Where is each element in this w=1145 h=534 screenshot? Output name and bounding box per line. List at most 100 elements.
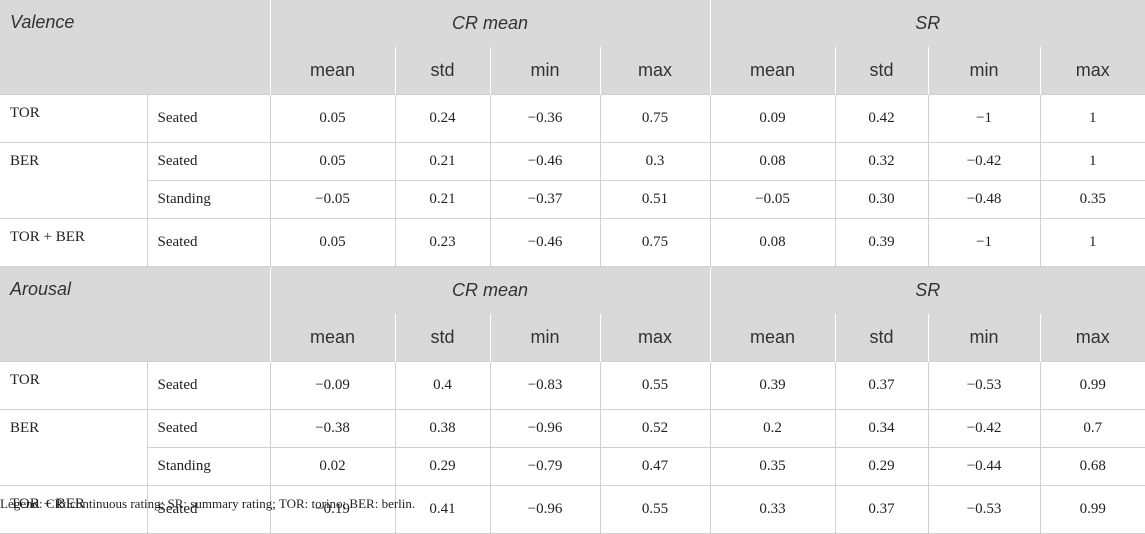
subheader-row: mean std min max mean std min max xyxy=(0,47,1145,95)
value-cell: 0.29 xyxy=(394,447,491,486)
dataset-cell: BER xyxy=(0,409,148,486)
value-cell: −0.48 xyxy=(927,180,1041,219)
column-header: mean xyxy=(269,314,396,362)
group-header: CR mean xyxy=(269,266,711,314)
group-header: SR xyxy=(709,266,1145,314)
value-cell: 1 xyxy=(1039,218,1145,267)
value-cell: 0.33 xyxy=(709,485,836,534)
value-cell: 0.4 xyxy=(394,361,491,410)
condition-cell: Seated xyxy=(146,361,271,410)
value-cell: 0.23 xyxy=(394,218,491,267)
value-cell: 0.35 xyxy=(709,447,836,486)
value-cell: −1 xyxy=(927,218,1041,267)
value-cell: 0.55 xyxy=(599,361,711,410)
data-row: BER Seated 0.05 0.21 −0.46 0.3 0.08 0.32 −0.42 1 xyxy=(0,142,1145,219)
value-cell: 0.34 xyxy=(834,409,929,448)
column-header: std xyxy=(834,314,929,362)
value-cell: 0.7 xyxy=(1039,409,1145,448)
value-cell: 0.75 xyxy=(599,218,711,267)
value-cell: 0.02 xyxy=(269,447,396,486)
value-cell: 0.32 xyxy=(834,142,929,181)
value-cell: 0.05 xyxy=(269,218,396,267)
value-cell: 0.42 xyxy=(834,94,929,143)
value-cell: 0.52 xyxy=(599,409,711,448)
value-cell: −0.42 xyxy=(927,409,1041,448)
condition-cell: Seated xyxy=(146,409,271,448)
value-cell: 0.39 xyxy=(834,218,929,267)
column-header: std xyxy=(394,47,491,95)
value-cell: 0.35 xyxy=(1039,180,1145,219)
value-cell: 1 xyxy=(1039,94,1145,143)
column-header: max xyxy=(1039,47,1145,95)
subheader-row: mean std min max mean std min max xyxy=(0,314,1145,362)
header-row: Arousal CR mean SR xyxy=(0,266,1145,362)
value-cell: 0.99 xyxy=(1039,361,1145,410)
value-cell: −0.96 xyxy=(489,485,601,534)
value-cell: 0.3 xyxy=(599,142,711,181)
column-header: max xyxy=(1039,314,1145,362)
condition-cell: Seated xyxy=(146,94,271,143)
value-cell: −0.46 xyxy=(489,142,601,181)
value-cell: −1 xyxy=(927,94,1041,143)
condition-cell: Seated xyxy=(146,142,271,181)
data-row: TOR Seated 0.05 0.24 −0.36 0.75 0.09 0.42 −1 1 xyxy=(0,94,1145,143)
data-row: Standing −0.05 0.21 −0.37 0.51 −0.05 0.30 −0.48… xyxy=(0,180,1145,219)
value-cell: 0.99 xyxy=(1039,485,1145,534)
column-header: std xyxy=(394,314,491,362)
value-cell: 0.08 xyxy=(709,142,836,181)
column-header: mean xyxy=(709,47,836,95)
value-cell: 0.68 xyxy=(1039,447,1145,486)
value-cell: 0.75 xyxy=(599,94,711,143)
value-cell: 0.55 xyxy=(599,485,711,534)
value-cell: −0.44 xyxy=(927,447,1041,486)
group-header: SR xyxy=(709,0,1145,47)
data-row: BER Seated −0.38 0.38 −0.96 0.52 0.2 0.34 −0.42 0… xyxy=(0,409,1145,486)
value-cell: −0.37 xyxy=(489,180,601,219)
value-cell: −0.83 xyxy=(489,361,601,410)
value-cell: −0.96 xyxy=(489,409,601,448)
value-cell: −0.79 xyxy=(489,447,601,486)
column-header: max xyxy=(599,47,711,95)
value-cell: 0.2 xyxy=(709,409,836,448)
value-cell: 0.05 xyxy=(269,142,396,181)
column-header: mean xyxy=(269,47,396,95)
column-header: std xyxy=(834,47,929,95)
data-row: TOR Seated −0.09 0.4 −0.83 0.55 0.39 0.37 −0.53 0… xyxy=(0,361,1145,410)
dataset-cell: TOR xyxy=(0,94,148,143)
condition-cell: Standing xyxy=(146,180,271,219)
value-cell: 0.38 xyxy=(394,409,491,448)
data-row: TOR + BER Seated 0.05 0.23 −0.46 0.75 0.08 0.39… xyxy=(0,218,1145,267)
value-cell: −0.05 xyxy=(709,180,836,219)
value-cell: −0.53 xyxy=(927,485,1041,534)
value-cell: −0.42 xyxy=(927,142,1041,181)
value-cell: −0.05 xyxy=(269,180,396,219)
dataset-cell: TOR xyxy=(0,361,148,410)
header-row: Valence CR mean SR xyxy=(0,0,1145,95)
value-cell: 1 xyxy=(1039,142,1145,181)
value-cell: 0.29 xyxy=(834,447,929,486)
value-cell: 0.47 xyxy=(599,447,711,486)
value-cell: −0.53 xyxy=(927,361,1041,410)
value-cell: 0.21 xyxy=(394,142,491,181)
value-cell: −0.09 xyxy=(269,361,396,410)
value-cell: 0.08 xyxy=(709,218,836,267)
column-header: mean xyxy=(709,314,836,362)
value-cell: −0.36 xyxy=(489,94,601,143)
column-header: max xyxy=(599,314,711,362)
section-title: Arousal xyxy=(0,266,271,362)
value-cell: 0.39 xyxy=(709,361,836,410)
value-cell: 0.30 xyxy=(834,180,929,219)
condition-cell: Seated xyxy=(146,218,271,267)
dataset-cell: BER xyxy=(0,142,148,219)
dataset-cell: TOR + BER xyxy=(0,218,148,267)
value-cell: 0.21 xyxy=(394,180,491,219)
column-header: min xyxy=(489,47,601,95)
value-cell: 0.05 xyxy=(269,94,396,143)
value-cell: 0.24 xyxy=(394,94,491,143)
legend: Legend: CR: continuous rating; SR: summa… xyxy=(0,496,416,511)
value-cell: 0.37 xyxy=(834,361,929,410)
condition-cell: Standing xyxy=(146,447,271,486)
section-title: Valence xyxy=(0,0,271,95)
